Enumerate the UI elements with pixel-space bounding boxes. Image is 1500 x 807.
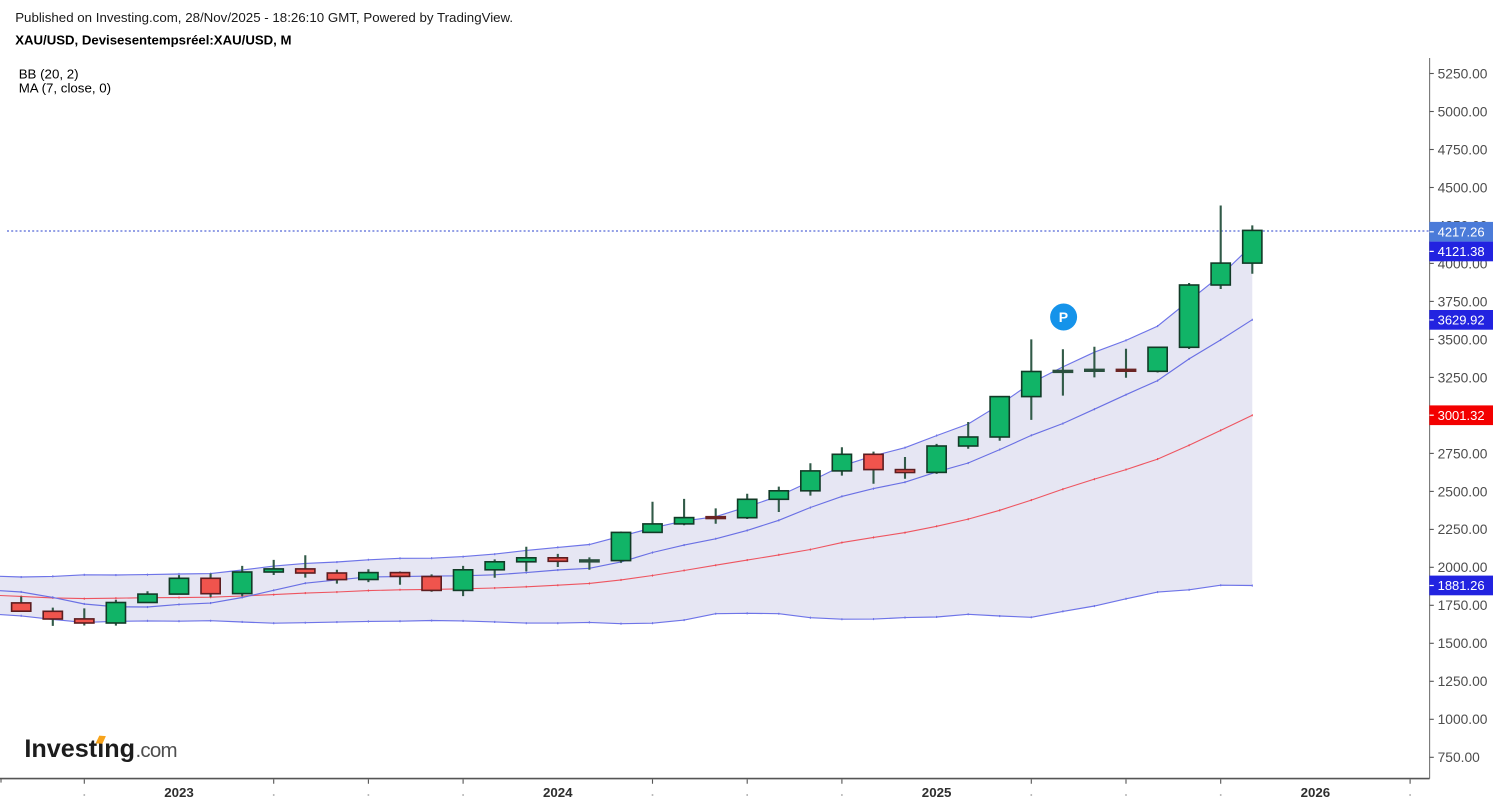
svg-text:3250.00: 3250.00 — [1438, 370, 1488, 385]
svg-text:2024: 2024 — [543, 785, 573, 800]
svg-text:2500.00: 2500.00 — [1438, 484, 1488, 499]
svg-text:Published on Investing.com, 28: Published on Investing.com, 28/Nov/2025 … — [15, 10, 513, 25]
svg-text:1881.26: 1881.26 — [1438, 578, 1485, 593]
svg-text:BB (20, 2): BB (20, 2) — [19, 67, 79, 82]
svg-text:1750.00: 1750.00 — [1438, 598, 1488, 613]
svg-text:1500.00: 1500.00 — [1438, 636, 1488, 651]
svg-text:XAU/USD, Devisesentempsréel:XA: XAU/USD, Devisesentempsréel:XAU/USD, M — [15, 32, 291, 47]
svg-text:4217.26: 4217.26 — [1438, 224, 1485, 239]
svg-text:3001.32: 3001.32 — [1438, 408, 1485, 423]
svg-text:P: P — [1059, 309, 1068, 325]
svg-text:1000.00: 1000.00 — [1438, 712, 1488, 727]
svg-text:750.00: 750.00 — [1438, 750, 1481, 765]
svg-text:2250.00: 2250.00 — [1438, 522, 1488, 537]
svg-text:3629.92: 3629.92 — [1438, 313, 1485, 328]
svg-text:Investıng: Investıng — [24, 735, 135, 763]
svg-text:3750.00: 3750.00 — [1438, 294, 1488, 309]
svg-text:4500.00: 4500.00 — [1438, 180, 1488, 195]
svg-text:.com: .com — [136, 739, 177, 762]
svg-text:2025: 2025 — [922, 785, 952, 800]
svg-text:2750.00: 2750.00 — [1438, 446, 1488, 461]
svg-text:4121.38: 4121.38 — [1438, 244, 1485, 259]
svg-text:5000.00: 5000.00 — [1438, 104, 1488, 119]
svg-text:5250.00: 5250.00 — [1438, 66, 1488, 81]
svg-text:4750.00: 4750.00 — [1438, 142, 1488, 157]
svg-text:2000.00: 2000.00 — [1438, 560, 1488, 575]
svg-text:2023: 2023 — [164, 785, 194, 800]
svg-text:MA (7, close, 0): MA (7, close, 0) — [19, 81, 111, 96]
svg-text:1250.00: 1250.00 — [1438, 674, 1488, 689]
svg-text:3500.00: 3500.00 — [1438, 332, 1488, 347]
svg-text:2026: 2026 — [1301, 785, 1331, 800]
